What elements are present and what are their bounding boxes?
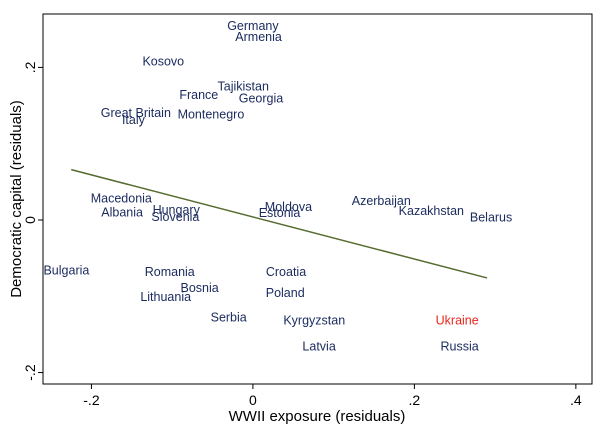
point-label-albania: Albania — [101, 205, 143, 219]
point-label-armenia: Armenia — [235, 30, 282, 44]
point-label-bosnia: Bosnia — [181, 281, 219, 295]
point-label-kazakhstan: Kazakhstan — [399, 204, 464, 218]
point-label-moldova: Moldova — [265, 200, 312, 214]
point-label-kyrgyzstan: Kyrgyzstan — [283, 314, 345, 328]
point-label-georgia: Georgia — [239, 92, 284, 106]
point-label-serbia: Serbia — [211, 311, 247, 325]
x-tick-label: 0 — [249, 392, 257, 408]
point-label-great-britain: Great Britain — [101, 106, 171, 120]
y-tick-label: -.2 — [22, 364, 38, 381]
point-label-lithuania: Lithuania — [140, 290, 191, 304]
point-label-russia: Russia — [440, 340, 478, 354]
point-label-estonia: Estonia — [259, 206, 301, 220]
x-tick-label: .4 — [570, 392, 582, 408]
x-tick-label: .2 — [409, 392, 421, 408]
y-axis-title: Democratic capital (residuals) — [8, 100, 25, 298]
point-label-latvia: Latvia — [302, 340, 335, 354]
point-label-poland: Poland — [266, 286, 305, 300]
point-label-macedonia: Macedonia — [91, 192, 152, 206]
point-label-azerbaijan: Azerbaijan — [352, 194, 411, 208]
point-label-romania: Romania — [145, 265, 195, 279]
point-label-kosovo: Kosovo — [142, 54, 184, 68]
y-axis: -.2 0 .2 — [22, 61, 43, 381]
point-label-ukraine: Ukraine — [436, 314, 479, 328]
y-tick-label: .2 — [22, 61, 38, 73]
point-label-italy: Italy — [122, 113, 146, 127]
point-label-croatia: Croatia — [266, 265, 306, 279]
y-tick-label: 0 — [22, 216, 38, 224]
point-label-hungary: Hungary — [153, 203, 201, 217]
point-label-belarus: Belarus — [470, 211, 512, 225]
plot-frame — [42, 13, 593, 385]
x-axis: -.2 0 .2 .4 — [83, 384, 582, 408]
point-label-montenegro: Montenegro — [178, 108, 245, 122]
x-tick-label: -.2 — [83, 392, 100, 408]
point-label-france: France — [179, 88, 218, 102]
point-label-germany: Germany — [227, 19, 279, 33]
point-label-slovenia: Slovenia — [151, 210, 199, 224]
point-label-bulgaria: Bulgaria — [43, 263, 89, 277]
point-label-tajikistan: Tajikistan — [218, 79, 269, 93]
x-axis-title: WWII exposure (residuals) — [229, 408, 406, 425]
fit-line — [71, 168, 488, 279]
